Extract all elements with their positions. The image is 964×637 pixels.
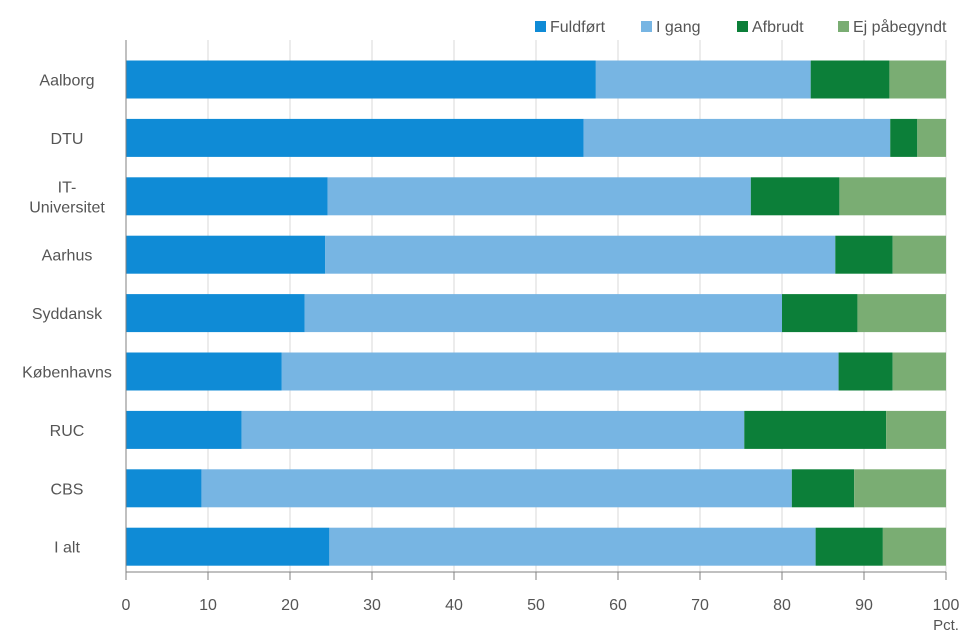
bar-segment xyxy=(744,410,887,449)
bar-segment xyxy=(838,352,893,391)
bar-segment xyxy=(201,469,792,508)
bar-segment xyxy=(854,469,946,508)
x-tick-label: 10 xyxy=(199,597,217,614)
bar-segment xyxy=(815,527,883,566)
bar-segment xyxy=(126,294,305,333)
bar-segment xyxy=(890,118,918,157)
category-label: DTU xyxy=(51,131,84,148)
legend: Fuldført I gang Afbrudt Ej påbegyndt xyxy=(535,18,947,36)
x-tick-label: 70 xyxy=(691,597,709,614)
category-label: CBS xyxy=(51,481,84,498)
x-tick-label: 0 xyxy=(122,597,131,614)
bar-segment xyxy=(281,352,839,391)
category-label: Københavns xyxy=(22,365,112,382)
legend-label: Afbrudt xyxy=(752,19,804,36)
x-tick-label: 40 xyxy=(445,597,463,614)
bar-segment xyxy=(126,352,282,391)
bar-segment xyxy=(126,177,328,216)
category-label: IT-Universitet xyxy=(29,179,105,216)
bar-segment xyxy=(595,60,811,99)
bar-segment xyxy=(892,235,946,274)
bar-segment xyxy=(126,527,330,566)
bar-segment xyxy=(126,60,596,99)
bar-segment xyxy=(327,177,751,216)
bars xyxy=(126,60,946,566)
x-axis: 0 10 20 30 40 50 60 70 80 90 100 xyxy=(122,40,960,614)
bar-segment xyxy=(882,527,946,566)
bar-segment xyxy=(810,60,890,99)
bar-segment xyxy=(241,410,745,449)
category-labels: Aalborg DTU IT-Universitet Aarhus Syddansk Kø… xyxy=(22,73,112,557)
bar-segment xyxy=(126,469,202,508)
bar-segment xyxy=(892,352,946,391)
bar-segment xyxy=(917,118,946,157)
bar-segment xyxy=(126,235,326,274)
x-tick-label: 50 xyxy=(527,597,545,614)
bar-segment xyxy=(782,294,858,333)
x-tick-label: 30 xyxy=(363,597,381,614)
x-tick-label: 100 xyxy=(933,597,960,614)
legend-swatch xyxy=(838,21,849,32)
x-tick-label: 20 xyxy=(281,597,299,614)
bar-segment xyxy=(126,118,584,157)
category-label: Aalborg xyxy=(39,73,94,90)
legend-swatch xyxy=(535,21,546,32)
category-label: Aarhus xyxy=(42,248,93,265)
legend-label: Fuldført xyxy=(550,19,606,36)
bar-segment xyxy=(839,177,946,216)
bar-segment xyxy=(325,235,836,274)
category-label: I alt xyxy=(54,540,80,557)
x-axis-unit-label: Pct. xyxy=(933,617,959,634)
legend-swatch xyxy=(641,21,652,32)
bar-segment xyxy=(886,410,946,449)
legend-swatch xyxy=(737,21,748,32)
x-tick-label: 90 xyxy=(855,597,873,614)
bar-segment xyxy=(329,527,816,566)
bar-segment xyxy=(889,60,946,99)
legend-label: Ej påbegyndt xyxy=(853,18,947,36)
category-label: Syddansk xyxy=(32,306,103,323)
x-tick-label: 60 xyxy=(609,597,627,614)
legend-label: I gang xyxy=(656,19,700,36)
bar-segment xyxy=(835,235,893,274)
bar-segment xyxy=(857,294,946,333)
bar-segment xyxy=(750,177,840,216)
category-label: RUC xyxy=(50,423,85,440)
bar-segment xyxy=(583,118,891,157)
x-tick-label: 80 xyxy=(773,597,791,614)
bar-segment xyxy=(304,294,782,333)
bar-segment xyxy=(126,410,242,449)
bar-segment xyxy=(791,469,855,508)
